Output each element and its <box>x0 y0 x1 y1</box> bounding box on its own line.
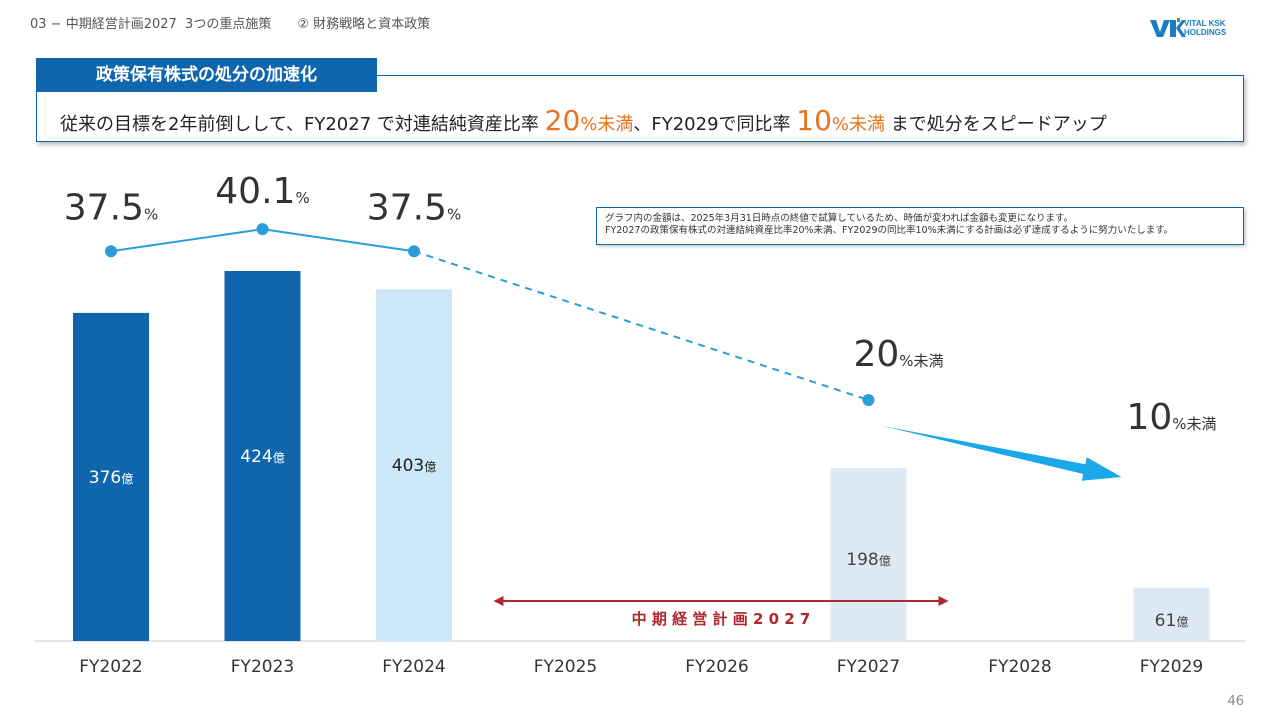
x-tick-fy2022: FY2022 <box>79 657 142 677</box>
x-tick-fy2027: FY2027 <box>837 657 900 677</box>
company-logo <box>1150 18 1186 37</box>
x-tick-fy2029: FY2029 <box>1140 657 1203 677</box>
logo-text: VITAL KSK HOLDINGS <box>1184 19 1226 37</box>
x-tick-fy2023: FY2023 <box>231 657 294 677</box>
x-tick-fy2028: FY2028 <box>988 657 1051 677</box>
bar-fy2023 <box>224 271 301 641</box>
bar-label-fy2023: 424億 <box>240 447 284 467</box>
ratio-label-fy2029: 10%未満 <box>1126 397 1216 438</box>
plan-range-label: 中 期 経 営 計 画 2 0 2 7 <box>632 610 811 628</box>
logo-line-2: HOLDINGS <box>1184 28 1227 37</box>
logo-line-1: VITAL KSK <box>1184 19 1226 28</box>
banner-unit-2029: %未満 <box>831 114 886 135</box>
x-tick-fy2025: FY2025 <box>534 657 597 677</box>
ratio-line-plan <box>413 250 869 401</box>
ratio-point-fy2023 <box>256 223 269 236</box>
note-line-1: グラフ内の金額は、2025年3月31日時点の終値で試算しているため、時価が変われ… <box>605 213 1074 224</box>
breadcrumb: 03 − 中期経営計画2027 3つの重点施策 ② 財務戦略と資本政策 <box>30 17 431 32</box>
ratio-label-fy2027: 20%未満 <box>853 334 943 375</box>
banner-part-3: まで処分をスピードアップ <box>885 114 1107 135</box>
ratio-point-fy2024 <box>408 245 420 258</box>
banner-part-2: 、FY2029で同比率 <box>633 114 797 135</box>
ratio-point-fy2022 <box>105 245 117 258</box>
banner-value-2029: 10 <box>796 104 832 137</box>
banner-part-1: 従来の目標を2年前倒しして、FY2027 で対連結純資産比率 <box>60 114 545 135</box>
plan-arrow-left <box>493 596 504 606</box>
x-tick-fy2024: FY2024 <box>382 657 445 677</box>
ratio-label-fy2024: 37.5% <box>367 187 461 228</box>
bar-label-fy2029: 61億 <box>1155 611 1189 631</box>
bar-label-fy2024: 403億 <box>392 456 436 476</box>
bar-fy2022 <box>73 312 149 641</box>
ratio-label-fy2022: 37.5% <box>64 187 158 228</box>
banner-value-2027: 20 <box>544 104 581 137</box>
trend-arrow <box>882 426 1122 481</box>
note-line-2: FY2027の政策保有株式の対連結純資産比率20%未満、FY2029の同比率10… <box>605 225 1174 236</box>
bar-fy2027 <box>830 468 907 641</box>
banner-unit-2027: %未満 <box>580 114 634 135</box>
banner-text: 従来の目標を2年前倒しして、FY2027 で対連結純資産比率 20%未満、FY2… <box>60 104 1107 137</box>
bar-label-fy2027: 198億 <box>846 550 890 570</box>
bar-fy2024 <box>376 289 452 641</box>
plan-arrow-right <box>938 596 949 606</box>
bar-label-fy2022: 376億 <box>89 468 133 488</box>
ratio-label-fy2023: 40.1% <box>215 171 309 212</box>
ratio-point-fy2027 <box>862 394 875 406</box>
chart-note: グラフ内の金額は、2025年3月31日時点の終値で試算しているため、時価が変われ… <box>596 207 1244 245</box>
x-tick-fy2026: FY2026 <box>685 657 748 677</box>
section-tag: 政策保有株式の処分の加速化 <box>36 58 377 92</box>
bar-fy2029 <box>1133 587 1210 641</box>
page-number: 46 <box>1227 694 1244 709</box>
